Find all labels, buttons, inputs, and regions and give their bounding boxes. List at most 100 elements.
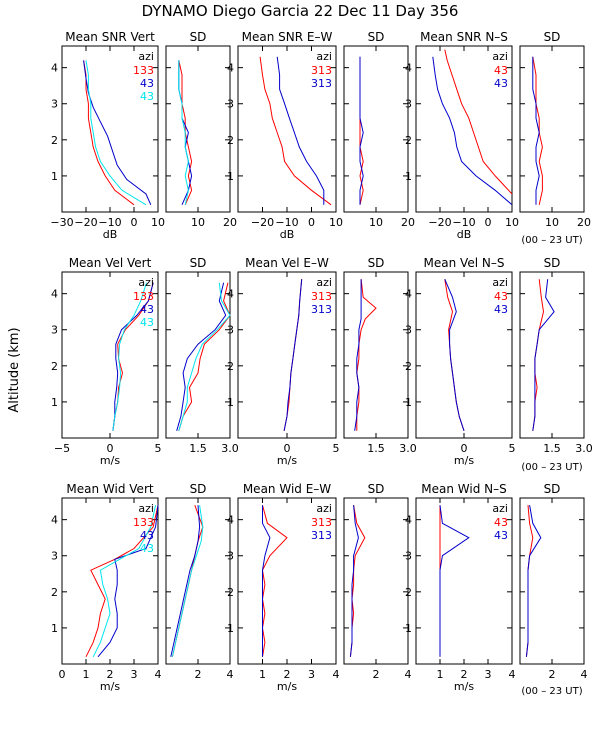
altitude-axis-label: Altitude (km) <box>7 327 22 412</box>
panel-title: Mean Wid N–S <box>421 482 506 496</box>
x-tick-label: −10 <box>98 216 121 229</box>
series-line-313-blue <box>262 505 271 657</box>
x-tick-label: 2 <box>284 668 291 681</box>
chart-panel: SD 1.5 3.0 <box>519 256 593 455</box>
x-tick-label: 1 <box>83 668 90 681</box>
legend-entry: 313 <box>311 64 332 77</box>
x-axis-label: m/s <box>454 680 474 693</box>
x-tick-label: 10 <box>191 216 205 229</box>
legend-entry: 43 <box>140 90 154 103</box>
panel-title: SD <box>190 30 207 44</box>
legend-entry: 43 <box>494 64 508 77</box>
series-line-43-blue <box>532 56 540 205</box>
y-tick-label: 3 <box>405 98 412 111</box>
series-line-43-blue <box>525 505 542 657</box>
series-line-43-cyan <box>178 282 231 431</box>
series-line-43-blue <box>439 505 470 657</box>
x-tick-label: 4 <box>155 668 162 681</box>
x-axis-label: dB <box>280 228 295 241</box>
x-tick-label: 1.5 <box>189 442 207 455</box>
x-tick-label: 2 <box>549 668 556 681</box>
plot-frame <box>519 45 585 213</box>
figure-title: DYNAMO Diego Garcia 22 Dec 11 Day 356 <box>142 2 459 20</box>
y-tick-label: 2 <box>227 586 234 599</box>
panel-title: Mean Wid E–W <box>243 482 331 496</box>
plot-frame <box>343 271 409 439</box>
x-axis-label: dB <box>457 228 472 241</box>
series-line-43-blue <box>432 56 513 206</box>
legend-header: azi <box>138 50 154 63</box>
x-tick-label: 0 <box>308 216 315 229</box>
x-tick-label: 4 <box>509 668 516 681</box>
panel-title: SD <box>544 482 561 496</box>
y-tick-label: 1 <box>405 622 412 635</box>
series-line-313-blue <box>276 56 325 205</box>
x-axis-label: m/s <box>100 680 120 693</box>
panel-title: SD <box>544 256 561 270</box>
legend-entry: 43 <box>494 516 508 529</box>
legend-entry: 313 <box>311 290 332 303</box>
chart-panel: Mean SNR Vert−30 −20 −10 0 101234dBazi133434… <box>50 30 165 241</box>
chart-panel: SD 1.5 3.0 <box>165 256 239 455</box>
series-line-133-red <box>83 60 135 206</box>
x-tick-label: 10 <box>545 216 559 229</box>
x-axis-label: m/s <box>277 454 297 467</box>
y-tick-label: 3 <box>405 550 412 563</box>
chart-panel: SD 2 4 <box>165 482 234 681</box>
y-tick-label: 4 <box>405 288 412 301</box>
x-tick-label: 20 <box>401 216 415 229</box>
y-tick-label: 3 <box>51 324 58 337</box>
legend-entry: 43 <box>494 77 508 90</box>
x-tick-label: 0 <box>461 442 468 455</box>
series-line-43-cyan <box>112 282 147 431</box>
panel-title: SD <box>190 482 207 496</box>
x-axis-label: m/s <box>277 680 297 693</box>
legend-header: azi <box>316 276 332 289</box>
x-tick-label: 2 <box>195 668 202 681</box>
x-tick-label: 1.5 <box>543 442 561 455</box>
x-tick-label: 20 <box>223 216 237 229</box>
y-tick-label: 1 <box>405 396 412 409</box>
x-tick-label: 3 <box>131 668 138 681</box>
legend-header: azi <box>492 502 508 515</box>
series-line-133-red <box>85 505 159 658</box>
y-tick-label: 2 <box>227 134 234 147</box>
x-tick-label: 20 <box>577 216 591 229</box>
series-line-313-red <box>261 505 288 657</box>
y-tick-label: 4 <box>51 288 58 301</box>
y-tick-label: 3 <box>405 324 412 337</box>
legend-entry: 133 <box>133 64 154 77</box>
series-line-43-red <box>444 49 513 195</box>
chart-panel: SD 10 20 <box>519 30 591 229</box>
chart-panel: SD 10 20 <box>343 30 415 229</box>
x-tick-label: 1 <box>437 668 444 681</box>
x-tick-label: 1 <box>259 668 266 681</box>
plot-frame <box>165 497 231 665</box>
ut-note-row3: (00 – 23 UT) <box>521 686 582 697</box>
y-tick-label: 1 <box>405 170 412 183</box>
panel-title: SD <box>368 30 385 44</box>
x-tick-label: 0 <box>59 668 66 681</box>
y-tick-label: 4 <box>405 514 412 527</box>
x-tick-label: 3.0 <box>399 442 417 455</box>
series-line-43-blue <box>444 279 465 431</box>
x-tick-label: 2 <box>461 668 468 681</box>
x-tick-label: 10 <box>151 216 165 229</box>
series-line-43-cyan <box>92 505 157 658</box>
y-tick-label: 1 <box>51 622 58 635</box>
series-line-43-blue <box>83 60 152 206</box>
series-line-313-blue <box>349 505 359 657</box>
y-tick-label: 3 <box>51 550 58 563</box>
x-axis-label: m/s <box>454 454 474 467</box>
x-tick-label: 4 <box>405 668 412 681</box>
panel-title: Mean SNR N–S <box>420 30 508 44</box>
y-tick-label: 3 <box>227 550 234 563</box>
x-tick-label: 1.5 <box>367 442 385 455</box>
chart-panel: SD 2 4 <box>343 482 412 681</box>
x-tick-label: 3.0 <box>221 442 239 455</box>
